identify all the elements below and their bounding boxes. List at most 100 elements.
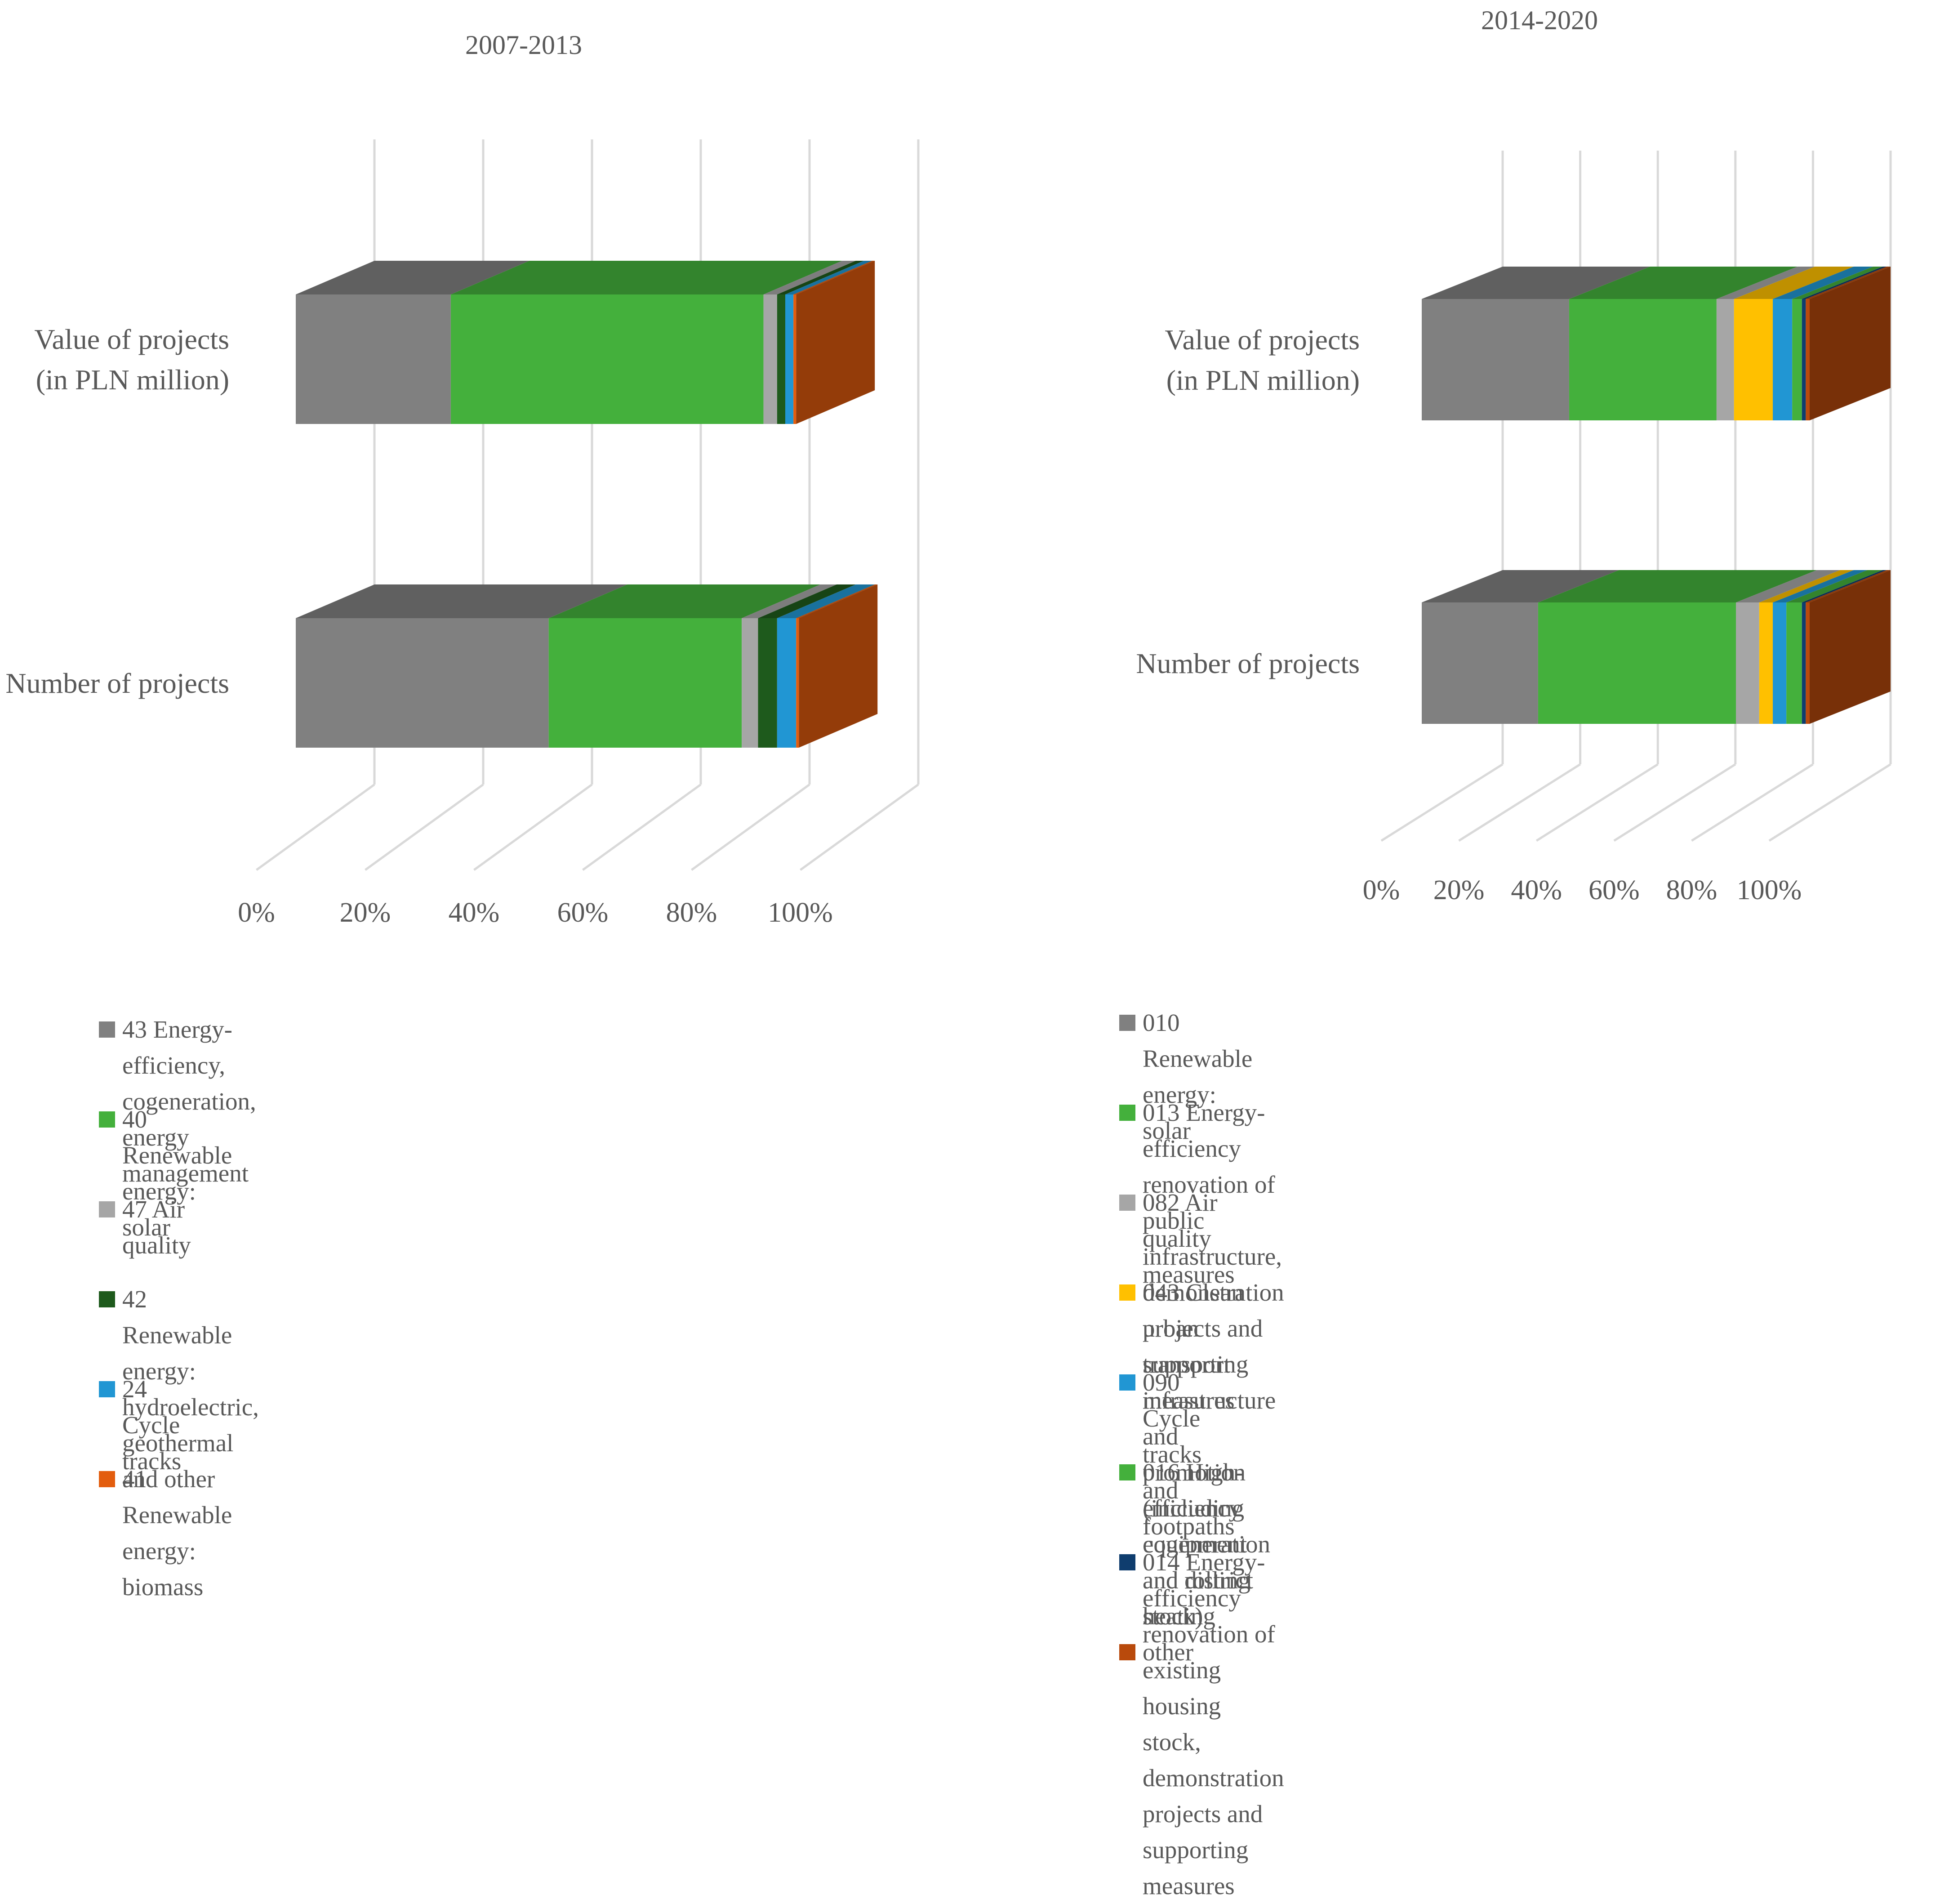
bar-top-082-air-quality-measures <box>1736 570 1840 602</box>
x-tick-label: 40% <box>1511 875 1562 905</box>
bar-top-24-cycle-tracks <box>777 584 875 618</box>
bar-segment-other <box>1806 299 1810 420</box>
category-label: Value of projects <box>1165 324 1360 356</box>
bar-top-42-renewable-energy-hydroelectric-geothe <box>777 261 864 294</box>
x-tick-label: 20% <box>1433 875 1485 905</box>
floor-gridline <box>1768 763 1891 842</box>
x-tick-label: 60% <box>1588 875 1640 905</box>
bar-segment-090-cycle-tracks-and-footpaths <box>1773 602 1787 724</box>
bar-top-043-clean-urban-transport-infrastructure <box>1734 267 1854 299</box>
bar-segment-043-clean-urban-transport-infrastructure <box>1759 602 1773 724</box>
category-label: (in PLN million) <box>36 364 229 396</box>
legend-swatch <box>99 1471 115 1487</box>
bar-segment-016-high-efficiency-cogeneration-and-dis <box>1786 602 1802 724</box>
category-label: (in PLN million) <box>1166 364 1360 396</box>
x-tick-label: 0% <box>238 897 275 928</box>
category-label: Number of projects <box>1136 647 1360 679</box>
bar-segment-43-energy-efficiency-cogeneration-energy <box>296 294 451 424</box>
legend-label: 47 Air quality <box>122 1195 191 1259</box>
figure: 2007-2013 0% 20% 40% 60% 80% 100% Value of proj… <box>5 5 1892 1900</box>
legend-label: 016 High-efficiency cogeneration and dis… <box>1143 1458 1271 1630</box>
legend-swatch <box>1119 1105 1135 1121</box>
x-tick-label: 100% <box>768 897 833 928</box>
bar-top-24-cycle-tracks <box>785 261 872 294</box>
floor-gridline <box>256 783 375 871</box>
legend-label: 42 Renewable energy: hydroelectric, geot… <box>122 1285 259 1493</box>
bar-top-082-air-quality-measures <box>1716 267 1815 299</box>
legend-label: 41 Renewable energy: biomass <box>122 1465 232 1601</box>
legend-swatch <box>1119 1554 1135 1570</box>
legend-label: 090 Cycle tracks and footpaths <box>1143 1369 1235 1540</box>
legend-swatch <box>1119 1195 1135 1211</box>
chart-canvas: 2007-2013 0% 20% 40% 60% 80% 100% Value of proj… <box>5 5 1892 928</box>
bar-segment-41-renewable-energy-biomass <box>796 618 799 748</box>
bar-top-43-energy-efficiency-cogeneration-energy <box>296 584 627 618</box>
bar-stack <box>1422 267 1891 420</box>
bar-side-face <box>796 261 875 424</box>
bar-top-47-air-quality <box>763 261 856 294</box>
bar-segment-43-energy-efficiency-cogeneration-energy <box>296 618 549 748</box>
floor-gridline <box>691 783 810 871</box>
bar-stack <box>296 584 878 748</box>
bar-segment-090-cycle-tracks-and-footpaths <box>1773 299 1793 420</box>
bar-side-face <box>1810 570 1891 724</box>
legend-label: 24 Cycle tracks <box>122 1375 182 1475</box>
bar-segment-013-energy-efficiency-renovation-of-publ <box>1538 602 1736 724</box>
floor-gridline <box>1691 763 1814 842</box>
chart-title: 2014-2020 <box>1481 5 1598 35</box>
bar-segment-013-energy-efficiency-renovation-of-publ <box>1569 299 1717 420</box>
bar-segment-016-high-efficiency-cogeneration-and-dis <box>1792 299 1802 420</box>
legend-swatch <box>1119 1284 1135 1301</box>
bar-stack <box>1422 570 1891 724</box>
bar-segment-010-renewable-energy-solar <box>1422 602 1538 724</box>
bar-segment-014-energy-efficiency-renovation-of-exis <box>1802 299 1806 420</box>
legend-label: 014 Energy-efficiency renovation of exis… <box>1143 1548 1284 1900</box>
bar-top-40-renewable-energy-solar <box>450 261 842 294</box>
bar-top-016-high-efficiency-cogeneration-and-dis <box>1786 570 1883 602</box>
bar-top-41-renewable-energy-biomass <box>793 261 875 294</box>
bar-top-41-renewable-energy-biomass <box>796 584 878 618</box>
bar-segment-47-air-quality <box>763 294 777 424</box>
bar-segment-082-air-quality-measures <box>1736 602 1759 724</box>
bar-segment-24-cycle-tracks <box>777 618 796 748</box>
bar-segment-082-air-quality-measures <box>1716 299 1734 420</box>
bar-top-47-air-quality <box>742 584 837 618</box>
bar-segment-42-renewable-energy-hydroelectric-geothe <box>758 618 777 748</box>
bar-segment-014-energy-efficiency-renovation-of-exis <box>1802 602 1806 724</box>
floor-gridline <box>365 783 484 871</box>
legend-label: 043 Clean urban transport infrastructure… <box>1143 1279 1276 1630</box>
x-tick-label: 60% <box>557 897 609 928</box>
bar-top-010-renewable-energy-solar <box>1422 570 1619 602</box>
bar-segment-47-air-quality <box>742 618 758 748</box>
floor-gridline <box>582 783 702 871</box>
chart-2014-2020: 2014-2020 0% 20% 40% 60% 80% 100% Value of proj… <box>1136 5 1892 905</box>
legend-swatch <box>1119 1464 1135 1480</box>
bar-top-42-renewable-energy-hydroelectric-geothe <box>758 584 856 618</box>
legend-label: 082 Air quality measures <box>1143 1189 1235 1288</box>
legend-label: 43 Energy-efficiency, cogeneration, ener… <box>122 1016 256 1187</box>
bar-segment-40-renewable-energy-solar <box>450 294 764 424</box>
bar-top-43-energy-efficiency-cogeneration-energy <box>296 261 529 294</box>
legend-swatch <box>99 1201 115 1217</box>
legend-swatch <box>99 1381 115 1397</box>
x-tick-label: 20% <box>340 897 391 928</box>
legend-label: 010 Renewable energy: solar <box>1143 1009 1253 1144</box>
bar-top-014-energy-efficiency-renovation-of-exis <box>1802 267 1887 299</box>
bar-side-face <box>1810 267 1891 420</box>
x-tick-label: 40% <box>449 897 500 928</box>
bar-top-013-energy-efficiency-renovation-of-publ <box>1538 570 1817 602</box>
legend-swatch <box>99 1291 115 1307</box>
bar-top-other <box>1806 570 1891 602</box>
bar-segment-41-renewable-energy-biomass <box>793 294 796 424</box>
x-tick-label: 100% <box>1737 875 1802 905</box>
floor-gridline <box>1458 763 1581 842</box>
floor-gridline <box>800 783 919 871</box>
bar-segment-043-clean-urban-transport-infrastructure <box>1734 299 1773 420</box>
bar-top-40-renewable-energy-solar <box>548 584 821 618</box>
x-tick-label: 80% <box>666 897 717 928</box>
bar-segment-40-renewable-energy-solar <box>548 618 742 748</box>
category-label: Value of projects <box>34 323 229 355</box>
bar-segment-42-renewable-energy-hydroelectric-geothe <box>777 294 785 424</box>
category-label: Number of projects <box>5 667 229 699</box>
chart-2007-2013: 2007-2013 0% 20% 40% 60% 80% 100% Value of proj… <box>5 30 920 928</box>
